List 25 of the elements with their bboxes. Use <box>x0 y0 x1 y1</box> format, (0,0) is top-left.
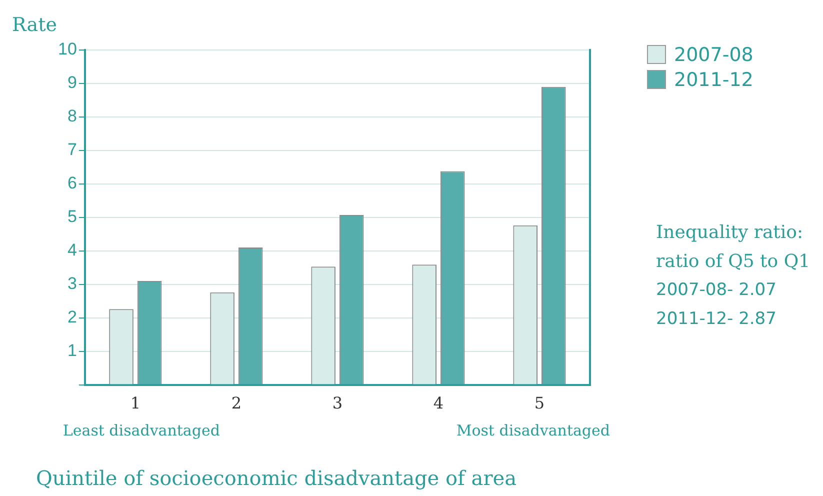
x-tick-label: 4 <box>433 394 444 413</box>
text: 2007-08- 2.07 <box>656 279 778 302</box>
x-tick-label: 3 <box>332 394 343 413</box>
text: Most disadvantaged <box>456 422 610 440</box>
y-tick-label: 10 <box>58 40 77 59</box>
text: ratio of Q5 to Q1 <box>656 250 810 274</box>
y-tick-label: 1 <box>67 341 77 360</box>
text: Inequality ratio: <box>656 221 804 245</box>
y-tick-label: 2 <box>67 308 77 327</box>
text: 2011-12- 2.87 <box>656 308 778 331</box>
text: Least disadvantaged <box>62 422 220 440</box>
y-tick-label: 8 <box>67 106 77 126</box>
y-tick-label: 5 <box>67 207 77 226</box>
legend-label: 2011-12 <box>674 68 754 90</box>
y-tick-label: 6 <box>67 174 77 193</box>
y-tick-label: 7 <box>67 140 77 160</box>
x-tick-label: 5 <box>534 394 545 413</box>
legend-label: 2007-08 <box>674 44 754 66</box>
x-tick-label: 1 <box>130 394 141 413</box>
x-tick-label: 2 <box>231 394 242 413</box>
y-tick-label: 4 <box>67 240 77 260</box>
y-axis-title: Rate <box>12 14 57 36</box>
x-axis-title: Quintile of socioeconomic disadvantage of area <box>36 466 517 490</box>
y-tick-label: 3 <box>67 274 77 294</box>
y-tick-label: 9 <box>67 73 77 92</box>
